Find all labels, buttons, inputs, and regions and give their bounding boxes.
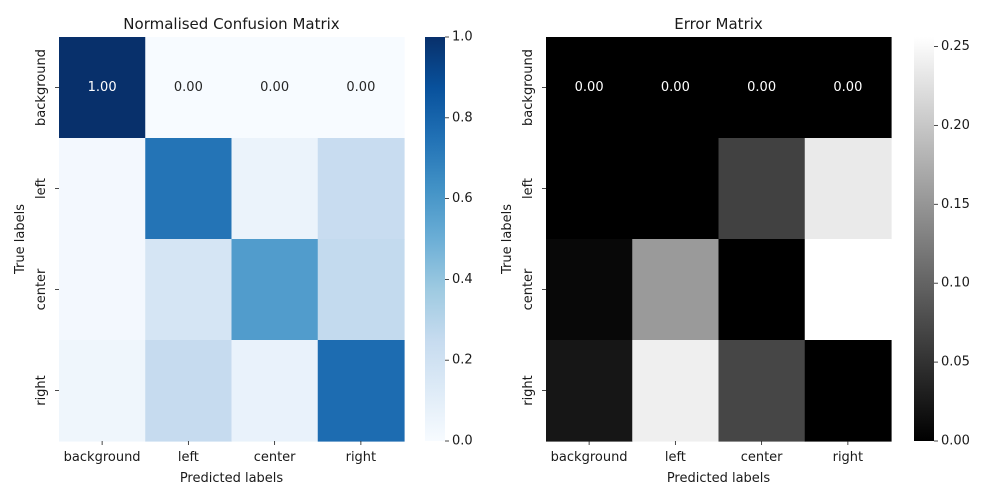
y-tick-label: left xyxy=(34,178,49,199)
colorbar: 0.0 0.2 0.4 0.6 0.8 1.0 xyxy=(425,30,473,449)
heatmap-cell-r2-c3 xyxy=(804,239,892,341)
colorbar-tick-label: 0.20 xyxy=(941,118,970,133)
x-tick-label: background xyxy=(551,450,628,465)
colorbar-tick-label: 0.10 xyxy=(941,276,970,291)
y-axis-label: True labels xyxy=(500,204,515,275)
heatmap-cell-r1-c3 xyxy=(317,138,405,240)
colorbar-tick-label: 0.8 xyxy=(452,110,473,125)
colorbar-tick-label: 0.25 xyxy=(941,39,970,54)
chart-title: Error Matrix xyxy=(674,15,763,33)
heatmap-cell-r0-c2 xyxy=(231,37,319,139)
cell-annotation: 0.00 xyxy=(260,80,289,95)
heatmap-cell-r1-c1 xyxy=(145,138,233,240)
heatmap-cell-r0-c0 xyxy=(546,37,633,139)
colorbar-tick-label: 0.6 xyxy=(452,191,473,206)
heatmap-cell-r1-c0 xyxy=(546,138,633,240)
colorbar-tick-label: 0.2 xyxy=(452,353,473,368)
heatmap-cell-r2-c3 xyxy=(317,239,405,341)
heatmap-cell-r2-c1 xyxy=(632,239,720,341)
heatmap-cell-r0-c1 xyxy=(632,37,720,139)
x-tick-label: left xyxy=(665,450,686,465)
y-tick-label: background xyxy=(34,49,49,126)
cell-annotation: 0.00 xyxy=(174,80,203,95)
x-axis-label: Predicted labels xyxy=(180,471,284,486)
cell-annotation: 1.00 xyxy=(88,80,117,95)
y-axis-label: True labels xyxy=(13,204,28,275)
heatmap-cell-r1-c0 xyxy=(59,138,146,240)
heatmap-cell-r3-c3 xyxy=(317,340,405,442)
x-tick-label: right xyxy=(346,450,377,465)
heatmap-cell-r2-c1 xyxy=(145,239,233,341)
x-tick-label: right xyxy=(833,450,864,465)
heatmap-cell-r1-c2 xyxy=(231,138,319,240)
heatmap-cell-r3-c3 xyxy=(804,340,892,442)
cell-annotation: 0.00 xyxy=(575,80,604,95)
heatmap-cell-r3-c1 xyxy=(145,340,233,442)
colorbar-gradient xyxy=(425,37,445,441)
heatmap-cell-r3-c2 xyxy=(718,340,806,442)
heatmap-panel-2: 0.00 0.00 0.00 0.00 background left center righ… xyxy=(500,15,970,486)
heatmap-cell-r2-c2 xyxy=(718,239,806,341)
heatmap-cell-r3-c2 xyxy=(231,340,319,442)
y-tick-label: center xyxy=(521,268,536,310)
heatmap-cell-r1-c3 xyxy=(804,138,892,240)
heatmap-cell-r1-c1 xyxy=(632,138,720,240)
x-tick-label: center xyxy=(741,450,783,465)
heatmap-cell-r3-c1 xyxy=(632,340,720,442)
y-tick-label: center xyxy=(34,268,49,310)
colorbar-gradient xyxy=(914,37,934,441)
heatmap-cell-r0-c2 xyxy=(718,37,806,139)
heatmap-cell-r0-c3 xyxy=(804,37,892,139)
y-tick-label: right xyxy=(521,375,536,406)
heatmap-cell-r3-c0 xyxy=(546,340,633,442)
cell-annotation: 0.00 xyxy=(661,80,690,95)
heatmap-cell-r2-c0 xyxy=(546,239,633,341)
heatmap-cell-r3-c0 xyxy=(59,340,146,442)
heatmap-cell-r0-c1 xyxy=(145,37,233,139)
x-tick-label: center xyxy=(254,450,296,465)
heatmap-cell-r2-c2 xyxy=(231,239,319,341)
heatmap-panel-1: 1.00 0.00 0.00 0.00 background left center righ… xyxy=(13,15,473,486)
heatmap-cell-r0-c0 xyxy=(59,37,146,139)
y-tick-label: background xyxy=(521,49,536,126)
colorbar-tick-label: 0.0 xyxy=(452,434,473,449)
chart-title: Normalised Confusion Matrix xyxy=(123,15,340,33)
colorbar-tick-label: 0.15 xyxy=(941,197,970,212)
cell-annotation: 0.00 xyxy=(346,80,375,95)
x-tick-label: left xyxy=(178,450,199,465)
cell-annotation: 0.00 xyxy=(833,80,862,95)
x-tick-label: background xyxy=(64,450,141,465)
cell-annotation: 0.00 xyxy=(747,80,776,95)
heatmap-cell-r0-c3 xyxy=(317,37,405,139)
colorbar: 0.00 0.05 0.10 0.15 0.20 0.25 xyxy=(914,37,970,449)
y-tick-label: right xyxy=(34,375,49,406)
heatmap-cell-r2-c0 xyxy=(59,239,146,341)
y-tick-label: left xyxy=(521,178,536,199)
colorbar-tick-label: 0.05 xyxy=(941,355,970,370)
x-axis-label: Predicted labels xyxy=(667,471,771,486)
colorbar-tick-label: 0.4 xyxy=(452,272,473,287)
colorbar-tick-label: 0.00 xyxy=(941,434,970,449)
heatmap-cell-r1-c2 xyxy=(718,138,806,240)
colorbar-tick-label: 1.0 xyxy=(452,30,473,45)
